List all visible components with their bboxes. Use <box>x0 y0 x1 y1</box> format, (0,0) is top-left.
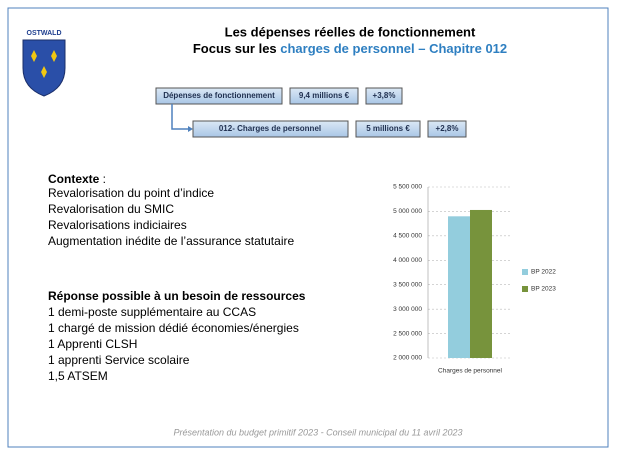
bar <box>448 216 470 358</box>
y-tick-label: 3 000 000 <box>393 306 422 313</box>
subtitle-highlight: charges de personnel – Chapitre 012 <box>280 41 507 56</box>
flow-box <box>355 120 421 138</box>
arrow-head <box>188 126 193 132</box>
flow: Dépenses de fonctionnement 9,4 millions … <box>155 87 467 138</box>
flow-box <box>289 87 359 105</box>
shield-symbols <box>31 50 57 78</box>
y-tick-label: 5 000 000 <box>393 208 422 215</box>
logo-name: OSTWALD <box>27 30 62 37</box>
bar <box>470 209 492 358</box>
legend-label: BP 2023 <box>531 286 556 293</box>
y-tick-label: 4 000 000 <box>393 257 422 264</box>
heading-suffix: : <box>99 172 106 186</box>
subtitle: Focus sur les charges de personnel – Cha… <box>193 41 507 56</box>
y-tick-label: 4 500 000 <box>393 233 422 240</box>
context-heading: Contexte : <box>48 172 106 186</box>
context-item: Augmentation inédite de l’assurance stat… <box>48 234 294 248</box>
context-item: Revalorisation du point d’indice <box>48 186 214 200</box>
heading: Contexte <box>48 172 100 186</box>
flow-box <box>427 120 467 138</box>
flow-label: 9,4 millions € <box>299 91 350 100</box>
legend-swatch <box>522 269 528 275</box>
response-item: 1 Apprenti CLSH <box>48 337 137 351</box>
response-item: 1 demi-poste supplémentaire au CCAS <box>48 305 256 319</box>
flow-label: +2,8% <box>436 124 459 133</box>
slide-border <box>7 7 609 448</box>
legend-swatch <box>522 286 528 292</box>
context-item: Revalorisation du SMIC <box>48 202 174 216</box>
flow-label: +3,8% <box>373 91 396 100</box>
footer: Présentation du budget primitif 2023 - C… <box>173 427 462 437</box>
subtitle-prefix: Focus sur les <box>193 41 280 56</box>
y-tick-label: 2 000 000 <box>393 355 422 362</box>
flow-box <box>192 120 349 138</box>
flow-label: Dépenses de fonctionnement <box>163 91 275 100</box>
flow-arrow <box>171 104 189 130</box>
response-heading: Réponse possible à un besoin de ressourc… <box>48 289 306 303</box>
response-item: 1 chargé de mission dédié économies/éner… <box>48 321 299 335</box>
response-item: 1 apprenti Service scolaire <box>48 353 190 367</box>
x-tick-label: Charges de personnel <box>438 368 503 375</box>
flow-label: 012- Charges de personnel <box>219 124 321 133</box>
y-tick-label: 5 500 000 <box>393 184 422 191</box>
y-tick-label: 3 500 000 <box>393 281 422 288</box>
response-item: 1,5 ATSEM <box>48 369 108 383</box>
legend-label: BP 2022 <box>531 269 556 276</box>
flow-label: 5 millions € <box>366 124 410 133</box>
flow-box <box>155 87 283 105</box>
title: Les dépenses réelles de fonctionnement <box>225 24 476 39</box>
y-tick-label: 2 500 000 <box>393 330 422 337</box>
logo: OSTWALD <box>22 30 66 97</box>
context-item: Revalorisations indiciaires <box>48 218 187 232</box>
flow-box <box>365 87 403 105</box>
